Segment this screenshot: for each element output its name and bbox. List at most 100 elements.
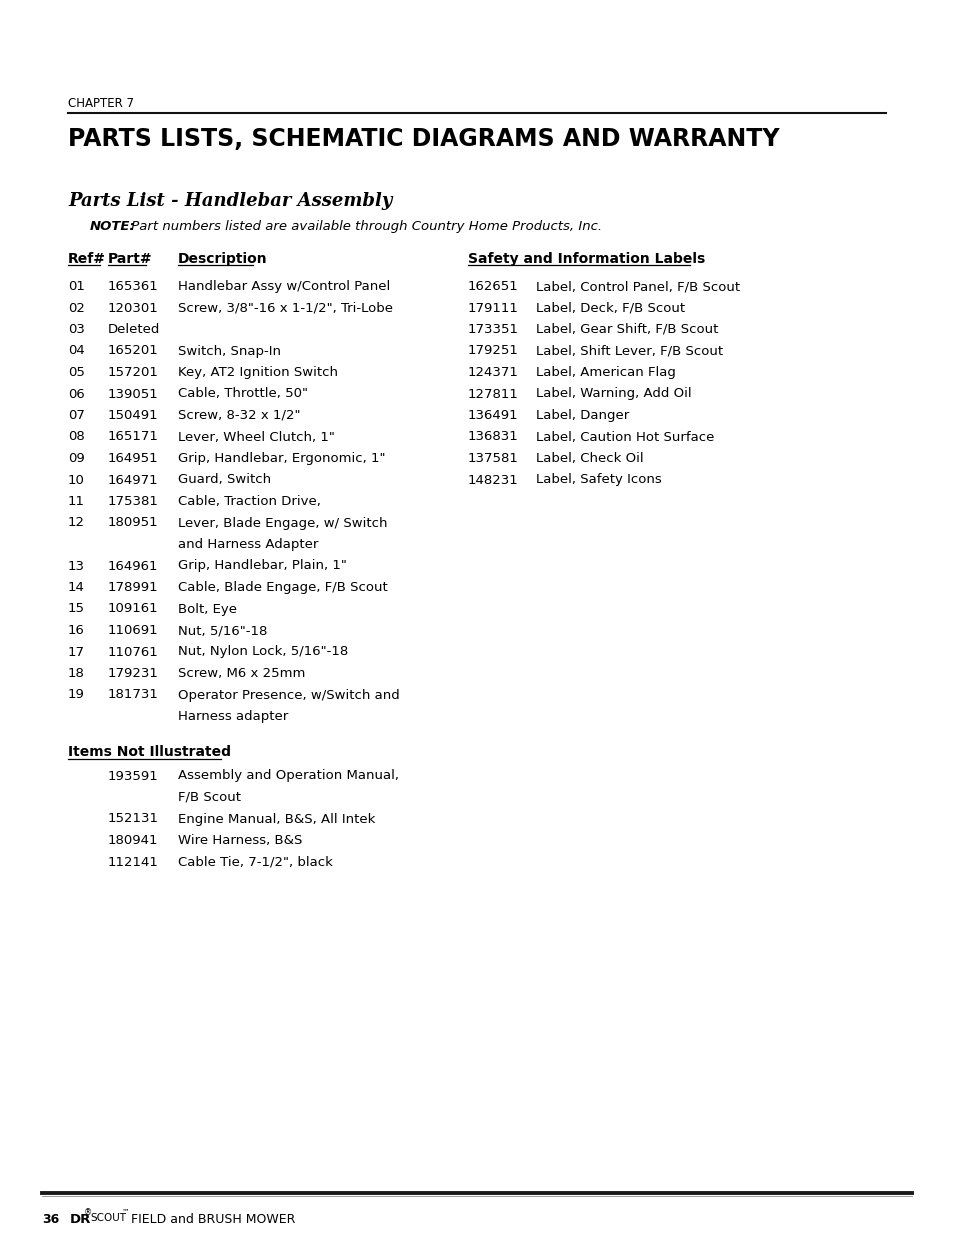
Text: Items Not Illustrated: Items Not Illustrated (68, 746, 231, 760)
Text: 152131: 152131 (108, 813, 159, 825)
Text: 165171: 165171 (108, 431, 159, 443)
Text: 162651: 162651 (468, 280, 518, 293)
Text: Key, AT2 Ignition Switch: Key, AT2 Ignition Switch (178, 366, 337, 379)
Text: PARTS LISTS, SCHEMATIC DIAGRAMS AND WARRANTY: PARTS LISTS, SCHEMATIC DIAGRAMS AND WARR… (68, 127, 779, 151)
Text: 148231: 148231 (468, 473, 518, 487)
Text: Label, Safety Icons: Label, Safety Icons (536, 473, 661, 487)
Text: Label, American Flag: Label, American Flag (536, 366, 675, 379)
Text: DR: DR (70, 1213, 91, 1226)
Text: Lever, Blade Engage, w/ Switch: Lever, Blade Engage, w/ Switch (178, 516, 387, 530)
Text: 136831: 136831 (468, 431, 518, 443)
Text: Cable, Throttle, 50": Cable, Throttle, 50" (178, 388, 308, 400)
Text: 165361: 165361 (108, 280, 158, 293)
Text: 19: 19 (68, 688, 85, 701)
Text: Cable, Blade Engage, F/B Scout: Cable, Blade Engage, F/B Scout (178, 580, 387, 594)
Text: Handlebar Assy w/Control Panel: Handlebar Assy w/Control Panel (178, 280, 390, 293)
Text: 175381: 175381 (108, 495, 159, 508)
Text: 13: 13 (68, 559, 85, 573)
Text: Operator Presence, w/Switch and: Operator Presence, w/Switch and (178, 688, 399, 701)
Text: 165201: 165201 (108, 345, 158, 357)
Text: Label, Shift Lever, F/B Scout: Label, Shift Lever, F/B Scout (536, 345, 722, 357)
Text: 109161: 109161 (108, 603, 158, 615)
Text: Parts List - Handlebar Assembly: Parts List - Handlebar Assembly (68, 191, 392, 210)
Text: 180951: 180951 (108, 516, 158, 530)
Text: 193591: 193591 (108, 769, 158, 783)
Text: 12: 12 (68, 516, 85, 530)
Text: 150491: 150491 (108, 409, 158, 422)
Text: Label, Warning, Add Oil: Label, Warning, Add Oil (536, 388, 691, 400)
Text: Cable, Traction Drive,: Cable, Traction Drive, (178, 495, 320, 508)
Text: 139051: 139051 (108, 388, 158, 400)
Text: 124371: 124371 (468, 366, 518, 379)
Text: 03: 03 (68, 324, 85, 336)
Text: 181731: 181731 (108, 688, 159, 701)
Text: 07: 07 (68, 409, 85, 422)
Text: Harness adapter: Harness adapter (178, 710, 288, 722)
Text: SCOUT: SCOUT (90, 1213, 126, 1223)
Text: 04: 04 (68, 345, 85, 357)
Text: 15: 15 (68, 603, 85, 615)
Text: 16: 16 (68, 624, 85, 637)
Text: Nut, 5/16"-18: Nut, 5/16"-18 (178, 624, 267, 637)
Text: 179251: 179251 (468, 345, 518, 357)
Text: Switch, Snap-In: Switch, Snap-In (178, 345, 281, 357)
Text: 164971: 164971 (108, 473, 158, 487)
Text: 157201: 157201 (108, 366, 159, 379)
Text: 11: 11 (68, 495, 85, 508)
Text: 09: 09 (68, 452, 85, 466)
Text: 36: 36 (42, 1213, 59, 1226)
Text: Label, Caution Hot Surface: Label, Caution Hot Surface (536, 431, 714, 443)
Text: 180941: 180941 (108, 834, 158, 847)
Text: 10: 10 (68, 473, 85, 487)
Text: Label, Gear Shift, F/B Scout: Label, Gear Shift, F/B Scout (536, 324, 718, 336)
Text: Label, Control Panel, F/B Scout: Label, Control Panel, F/B Scout (536, 280, 740, 293)
Text: Wire Harness, B&S: Wire Harness, B&S (178, 834, 302, 847)
Text: 17: 17 (68, 646, 85, 658)
Text: Engine Manual, B&S, All Intek: Engine Manual, B&S, All Intek (178, 813, 375, 825)
Text: Grip, Handlebar, Plain, 1": Grip, Handlebar, Plain, 1" (178, 559, 347, 573)
Text: Label, Deck, F/B Scout: Label, Deck, F/B Scout (536, 301, 684, 315)
Text: 02: 02 (68, 301, 85, 315)
Text: 164961: 164961 (108, 559, 158, 573)
Text: Ref#: Ref# (68, 252, 106, 266)
Text: CHAPTER 7: CHAPTER 7 (68, 98, 133, 110)
Text: 137581: 137581 (468, 452, 518, 466)
Text: Bolt, Eye: Bolt, Eye (178, 603, 236, 615)
Text: Lever, Wheel Clutch, 1": Lever, Wheel Clutch, 1" (178, 431, 335, 443)
Text: Screw, 3/8"-16 x 1-1/2", Tri-Lobe: Screw, 3/8"-16 x 1-1/2", Tri-Lobe (178, 301, 393, 315)
Text: 136491: 136491 (468, 409, 518, 422)
Text: 179111: 179111 (468, 301, 518, 315)
Text: Nut, Nylon Lock, 5/16"-18: Nut, Nylon Lock, 5/16"-18 (178, 646, 348, 658)
Text: Assembly and Operation Manual,: Assembly and Operation Manual, (178, 769, 398, 783)
Text: 05: 05 (68, 366, 85, 379)
Text: Part numbers listed are available through Country Home Products, Inc.: Part numbers listed are available throug… (127, 220, 601, 233)
Text: 179231: 179231 (108, 667, 159, 680)
Text: Grip, Handlebar, Ergonomic, 1": Grip, Handlebar, Ergonomic, 1" (178, 452, 385, 466)
Text: Cable Tie, 7-1/2", black: Cable Tie, 7-1/2", black (178, 856, 333, 868)
Text: Part#: Part# (108, 252, 152, 266)
Text: 110691: 110691 (108, 624, 158, 637)
Text: 127811: 127811 (468, 388, 518, 400)
Text: ™: ™ (122, 1208, 130, 1216)
Text: 173351: 173351 (468, 324, 518, 336)
Text: Screw, M6 x 25mm: Screw, M6 x 25mm (178, 667, 305, 680)
Text: Label, Check Oil: Label, Check Oil (536, 452, 643, 466)
Text: 112141: 112141 (108, 856, 159, 868)
Text: Safety and Information Labels: Safety and Information Labels (468, 252, 704, 266)
Text: F/B Scout: F/B Scout (178, 790, 241, 804)
Text: 120301: 120301 (108, 301, 158, 315)
Text: 06: 06 (68, 388, 85, 400)
Text: Description: Description (178, 252, 268, 266)
Text: 110761: 110761 (108, 646, 158, 658)
Text: NOTE:: NOTE: (90, 220, 135, 233)
Text: FIELD and BRUSH MOWER: FIELD and BRUSH MOWER (127, 1213, 295, 1226)
Text: 01: 01 (68, 280, 85, 293)
Text: Label, Danger: Label, Danger (536, 409, 629, 422)
Text: Guard, Switch: Guard, Switch (178, 473, 271, 487)
Text: Deleted: Deleted (108, 324, 160, 336)
Text: and Harness Adapter: and Harness Adapter (178, 538, 318, 551)
Text: 14: 14 (68, 580, 85, 594)
Text: ®: ® (84, 1208, 92, 1216)
Text: 18: 18 (68, 667, 85, 680)
Text: Screw, 8-32 x 1/2": Screw, 8-32 x 1/2" (178, 409, 300, 422)
